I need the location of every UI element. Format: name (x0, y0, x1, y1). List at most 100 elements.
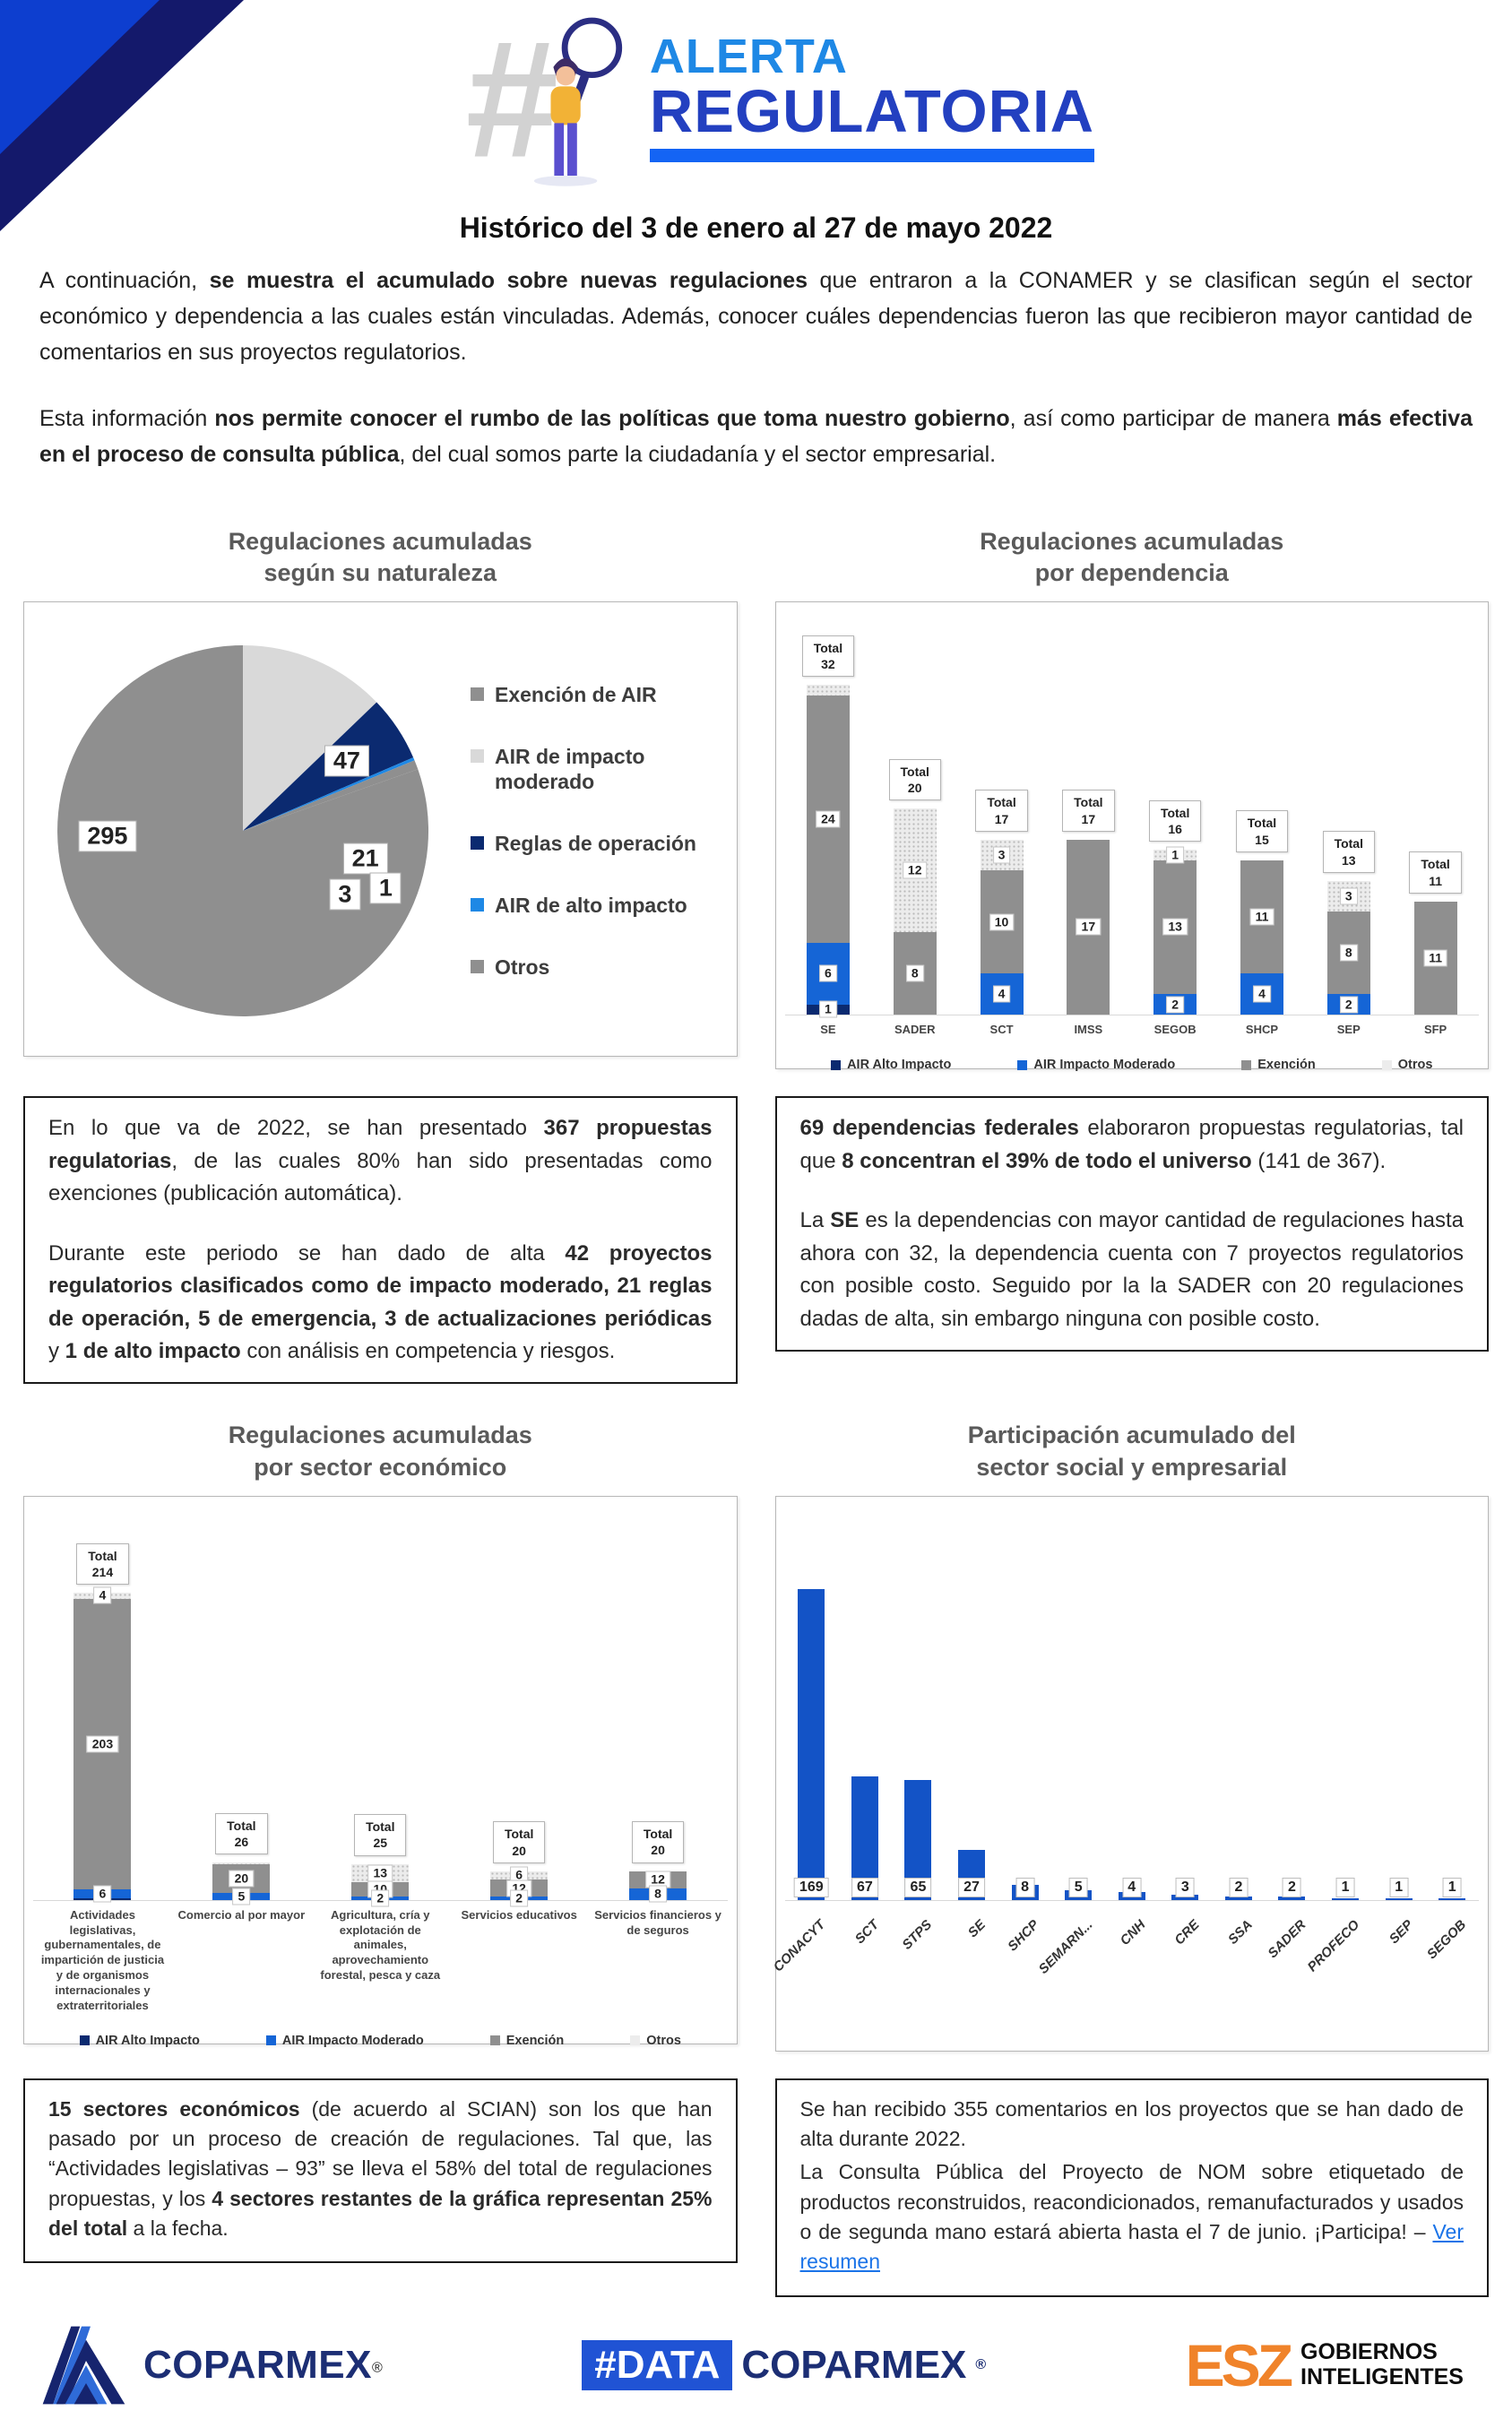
bar-column-se: Total 32 24 6 1 (785, 635, 872, 1018)
participacion-chart-title: Participación acumulado del sector socia… (967, 1421, 1296, 1481)
category-label: STPS (899, 1916, 936, 1953)
pie-legend: Exención de AIR AIR de impacto moderado Re… (447, 646, 728, 1016)
bar-stack: 11 4 (1240, 860, 1283, 1015)
insight-participacion-p2: La Consulta Pública del Proyecto de NOM … (799, 2160, 1464, 2274)
bar-column-cre: 3 (1159, 1877, 1213, 1900)
category-label: SSA (1225, 1916, 1257, 1948)
bar-segment-moderado: 2 (1326, 994, 1370, 1015)
bar-segment-moderado: 2 (1153, 994, 1197, 1015)
bar-value-label: 13 (1162, 918, 1188, 936)
plot-area: 169 67 65 27 8 5 4 3 2 2 1 1 1 (784, 1540, 1479, 1901)
category-axis: SE SADER SCT IMSS SEGOB SHCP SEP SFP (785, 1023, 1480, 1038)
bar-column-se: 27 (945, 1850, 998, 1900)
bar-column-ssa: 2 (1212, 1877, 1266, 1900)
bar-stack: 20 5 (212, 1862, 271, 1905)
category-label: SCT (989, 1023, 1014, 1037)
bar-stack: 3 10 4 (980, 839, 1024, 1015)
category-axis: CONACYT SCT STPS SE SHCP SEMARN... CNH CRE SSA SA… (771, 1905, 1480, 1987)
bar-value-label: 65 (904, 1877, 932, 1897)
bar-segment-moderado: 6 (73, 1885, 132, 1903)
chart-legend: AIR Alto Impacto AIR Impacto Moderado Exen… (785, 1058, 1480, 1072)
inteligentes-label: INTELIGENTES (1300, 2363, 1464, 2389)
legend-item-reglas-de-operaci-n: Reglas de operación (471, 831, 728, 857)
header: # ALERTA REGULATORIA Histórico del 3 de … (0, 0, 1512, 245)
bar-segment-moderado: 8 (629, 1885, 687, 1903)
bar-stack: 3 8 2 (1326, 880, 1370, 1015)
pie-value-label-exenci-n-de-air: 295 (78, 820, 137, 852)
bar-segment-otros: 12 (893, 808, 937, 933)
bar-value-label: 10 (989, 913, 1015, 931)
logo-underline (649, 149, 1095, 163)
category-label: IMSS (1074, 1023, 1103, 1037)
bar-segment-exencion: 12 (629, 1871, 687, 1888)
legend-item-air-de-impacto-moderado: AIR de impacto moderado (471, 744, 728, 796)
bar-value-label: 2 (371, 1889, 390, 1907)
legend-label: Otros (646, 2033, 681, 2048)
bar-value-label: 2 (1283, 1877, 1301, 1897)
sector-chart-title: Regulaciones acumuladas por sector econó… (228, 1421, 532, 1481)
bar-value-label: 8 (1015, 1877, 1035, 1897)
legend-swatch-icon (471, 687, 484, 701)
bar-value-label: 8 (1339, 944, 1358, 962)
bar-value-label: 4 (93, 1586, 112, 1604)
category-label: SE (820, 1023, 836, 1037)
legend-item-air-impacto-moderado: AIR Impacto Moderado (265, 2034, 424, 2048)
bar-segment-alto: 1 (806, 1000, 850, 1018)
bar-value-label: 24 (816, 810, 841, 828)
bar-value-label: 8 (905, 964, 924, 982)
bar-segment-moderado: 2 (351, 1889, 410, 1907)
bar-segment-exencion: 8 (1326, 912, 1370, 995)
bar-value-label: 2 (1339, 996, 1358, 1014)
bar-segment-otros: 6 (490, 1866, 549, 1884)
pie-value-label-reglas-de-operaci-n: 21 (342, 842, 388, 875)
insight-box-sector: 15 sectores económicos (de acuerdo al SC… (23, 2078, 738, 2264)
insight-naturaleza-p2: Durante este periodo se han dado de alta… (48, 1240, 713, 1363)
registered-mark: ® (975, 2356, 987, 2372)
bar-column-profeco: 1 (1318, 1877, 1372, 1900)
insight-box-naturaleza: En lo que va de 2022, se han presentado … (23, 1096, 738, 1385)
bar-value-label: 11 (1249, 908, 1274, 926)
bar-value-label: 4 (1122, 1877, 1142, 1897)
coparmex-wordmark: COPARMEX (143, 2342, 372, 2387)
bar-stack: 12 8 (893, 808, 937, 1015)
data-coparmex-logo: #DATA COPARMEX ® (582, 2339, 987, 2390)
legend-label: Exención de AIR (495, 682, 657, 706)
logo-alerta: ALERTA (649, 30, 848, 83)
bar-conacyt (798, 1589, 825, 1900)
bar-value-label: 13 (367, 1864, 393, 1882)
bar-segment-exencion: 17 (1067, 839, 1110, 1015)
insight-naturaleza-p1: En lo que va de 2022, se han presentado … (48, 1116, 713, 1206)
bar-stack: 6 12 2 (490, 1866, 549, 1907)
legend-label: Otros (1397, 1058, 1433, 1073)
bar-column-segob: 1 (1425, 1877, 1479, 1900)
logo-regulatoria: REGULATORIA (649, 78, 1095, 145)
mascot-illustration: # (466, 7, 623, 191)
bar-value-label: 11 (1423, 949, 1447, 967)
bar-column-comercio-al-por-mayor: Total 26 20 5 (172, 1812, 311, 1905)
alerta-regulatoria-logo: # ALERTA REGULATORIA (454, 7, 1095, 191)
bar-column-imss: Total 17 17 (1045, 790, 1132, 1015)
plot-area: Total 32 24 6 1 Total 20 12 8 Total 17 3 10 4 Total 17 1… (784, 627, 1479, 1018)
bar-column-stps: 65 (892, 1780, 946, 1900)
total-label: Total 20 (492, 1821, 546, 1863)
insight-sector: 15 sectores económicos (de acuerdo al SC… (23, 2052, 738, 2297)
category-label: Servicios educativos (461, 1907, 577, 1922)
bar-segment-otros (806, 685, 850, 696)
bar-stack: 24 6 1 (806, 685, 850, 1018)
coparmex-pyramid-icon (42, 2326, 125, 2405)
legend-item-air-impacto-moderado: AIR Impacto Moderado (1017, 1058, 1175, 1072)
category-label: SEP (1336, 1023, 1361, 1037)
bar-column-servicios-educativos: Total 20 6 12 2 (450, 1821, 589, 1907)
sector-section: Regulaciones acumuladas por sector econó… (23, 1384, 738, 2051)
category-label: SHCP (1005, 1916, 1042, 1955)
bar-segment-exencion: 24 (806, 695, 850, 943)
bar-segment-exencion: 11 (1240, 860, 1283, 974)
legend-item-otros: Otros (630, 2034, 681, 2048)
legend-swatch-icon (471, 897, 484, 912)
bar-column-sader: 2 (1266, 1877, 1319, 1900)
total-label: Total 11 (1409, 851, 1462, 894)
total-label: Total 26 (215, 1812, 268, 1855)
bar-sader (1278, 1896, 1306, 1900)
bar-value-label: 5 (1068, 1877, 1088, 1897)
